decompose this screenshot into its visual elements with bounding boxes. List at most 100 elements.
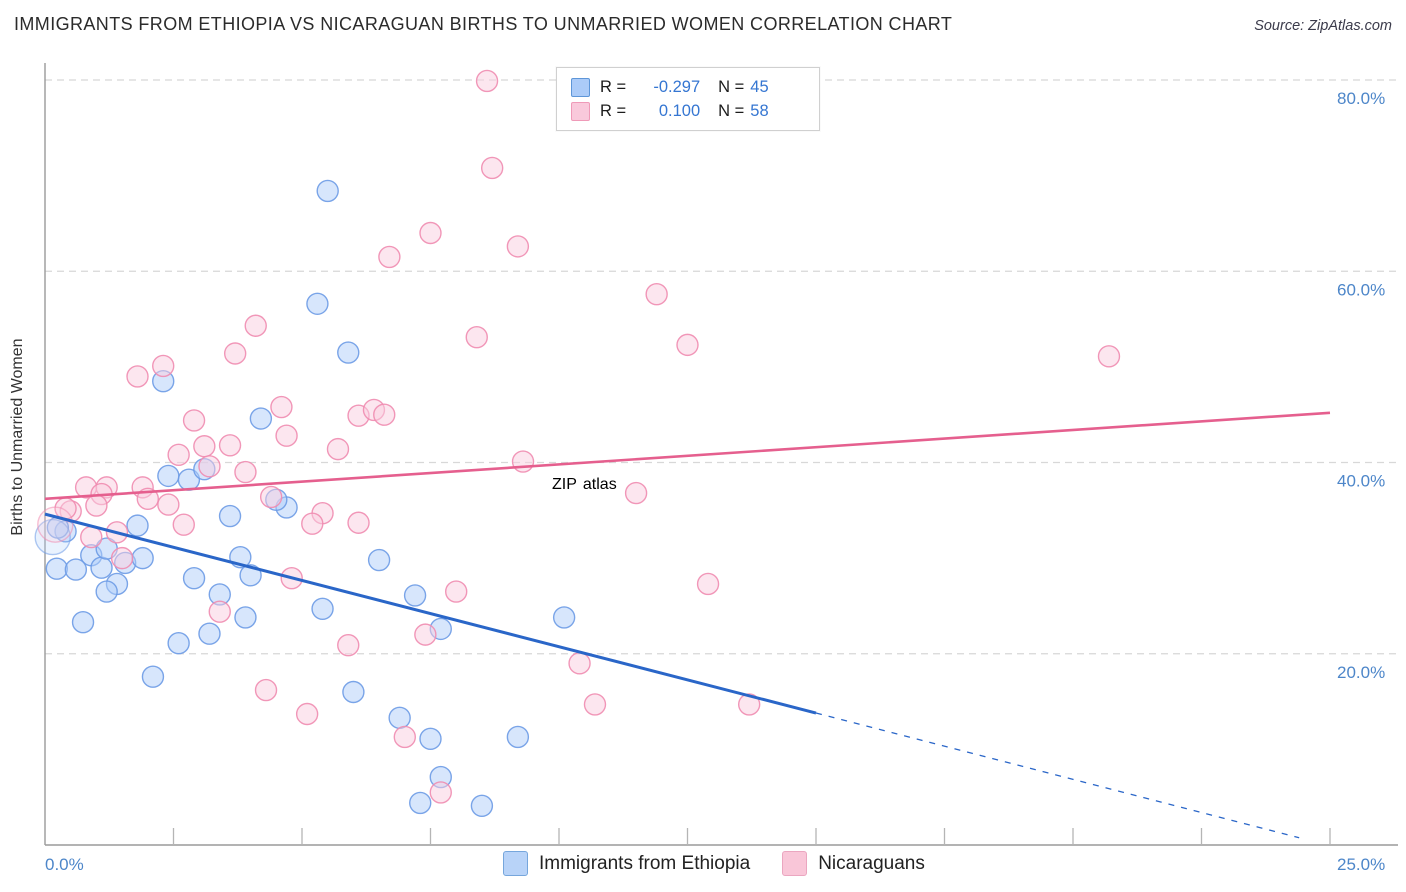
x-tick-label-0.0%: 0.0%: [45, 855, 84, 874]
pink-data-point: [373, 403, 396, 426]
y-tick-label-60.0%: 60.0%: [1337, 280, 1385, 299]
pink-data-point: [259, 485, 283, 509]
n-label: N =: [718, 77, 745, 96]
pink-data-point: [193, 435, 216, 458]
blue-data-point: [141, 665, 165, 688]
n-value: 58: [750, 101, 769, 120]
pink-data-point: [182, 409, 206, 432]
pink-data-point: [429, 781, 452, 804]
blue-data-point: [71, 610, 95, 634]
ethiopia-legend-swatch-icon: [503, 851, 528, 876]
stats-row-nicaragua: R = 0.100 N = 58: [571, 101, 819, 121]
pink-data-point: [37, 506, 74, 543]
blue-data-point: [342, 680, 365, 704]
r-label: R =: [600, 101, 627, 120]
blue-data-point: [157, 464, 180, 488]
blue-data-point: [337, 341, 360, 364]
n-value: 45: [750, 77, 769, 96]
pink-data-point: [737, 693, 761, 716]
nicaragua-legend-label: Nicaraguans: [818, 852, 925, 874]
nicaragua-swatch-icon: [571, 101, 590, 121]
pink-data-point: [275, 424, 298, 447]
pink-data-point: [419, 221, 442, 245]
pink-data-point: [696, 572, 720, 596]
y-tick-label-20.0%: 20.0%: [1337, 663, 1385, 682]
pink-data-point: [295, 702, 319, 726]
pink-data-point: [208, 600, 231, 623]
blue-data-point: [64, 558, 88, 581]
pink-data-point: [126, 365, 149, 388]
pink-data-point: [254, 678, 278, 702]
blue-data-point: [167, 632, 190, 655]
pink-data-point: [301, 512, 324, 535]
pink-data-point: [244, 314, 267, 337]
blue-data-point: [182, 567, 206, 590]
stats-row-ethiopia: R = -0.297 N = 45: [571, 77, 819, 97]
pink-data-point: [234, 460, 257, 484]
blue-data-point: [470, 794, 494, 817]
pink-data-point: [347, 511, 370, 534]
series-legend: Immigrants from Ethiopia Nicaraguans: [503, 851, 957, 876]
blue-data-point: [234, 606, 257, 629]
blue-data-point: [249, 407, 273, 430]
blue-data-point: [126, 514, 149, 537]
pink-data-point: [568, 652, 591, 675]
pink-data-point: [414, 623, 437, 646]
r-label: R =: [600, 77, 627, 96]
blue-data-point: [239, 564, 262, 587]
blue-data-point: [316, 179, 339, 203]
pink-data-point: [676, 333, 699, 357]
pink-data-point: [583, 693, 607, 716]
pink-data-point: [624, 481, 648, 505]
r-value: -0.297: [653, 77, 701, 96]
blue-trend-line-projection: [815, 712, 1300, 839]
pink-data-point: [198, 455, 221, 478]
blue-data-point: [198, 622, 221, 645]
blue-data-point: [218, 504, 242, 528]
pink-data-point: [475, 69, 499, 93]
blue-data-point: [90, 556, 113, 579]
pink-data-point: [337, 633, 360, 657]
page-title: IMMIGRANTS FROM ETHIOPIA VS NICARAGUAN B…: [14, 14, 953, 34]
pink-data-point: [465, 326, 488, 349]
stats-legend: R = -0.297 N = 45 R = 0.100 N = 58: [556, 67, 820, 131]
n-label: N =: [718, 101, 745, 120]
pink-data-point: [480, 156, 504, 180]
pink-data-point: [270, 395, 293, 419]
pink-data-point: [645, 283, 668, 306]
pink-data-point: [80, 525, 103, 549]
pink-trend-line: [44, 411, 1331, 501]
blue-data-point: [95, 580, 118, 603]
pink-data-point: [378, 245, 401, 269]
blue-data-point: [34, 518, 71, 556]
blue-data-point: [388, 706, 411, 730]
blue-data-point: [552, 606, 576, 629]
blue-data-point: [311, 597, 334, 621]
blue-trend-line: [44, 512, 817, 715]
pink-data-point: [167, 443, 190, 467]
blue-data-point: [45, 557, 69, 580]
r-value: 0.100: [658, 101, 701, 120]
ethiopia-swatch-icon: [571, 77, 590, 97]
pink-data-point: [172, 513, 195, 536]
pink-data-point: [506, 235, 530, 258]
y-tick-label-80.0%: 80.0%: [1337, 89, 1385, 108]
x-tick-label-25.0%: 25.0%: [1337, 855, 1385, 874]
blue-data-point: [403, 584, 427, 607]
pink-data-point: [157, 493, 180, 516]
blue-data-point: [506, 725, 530, 749]
pink-data-point: [152, 354, 175, 378]
blue-data-point: [419, 727, 442, 751]
pink-data-point: [85, 494, 108, 517]
pink-data-point: [445, 580, 468, 603]
blue-data-point: [306, 292, 329, 315]
blue-data-point: [409, 791, 432, 815]
pink-data-point: [218, 434, 242, 457]
blue-data-point: [131, 546, 154, 570]
pink-data-point: [511, 450, 535, 473]
zipatlas-watermark: ZIP atlas: [552, 476, 617, 493]
pink-data-point: [223, 342, 247, 365]
nicaragua-legend-swatch-icon: [782, 851, 808, 876]
pink-data-point: [326, 437, 350, 461]
